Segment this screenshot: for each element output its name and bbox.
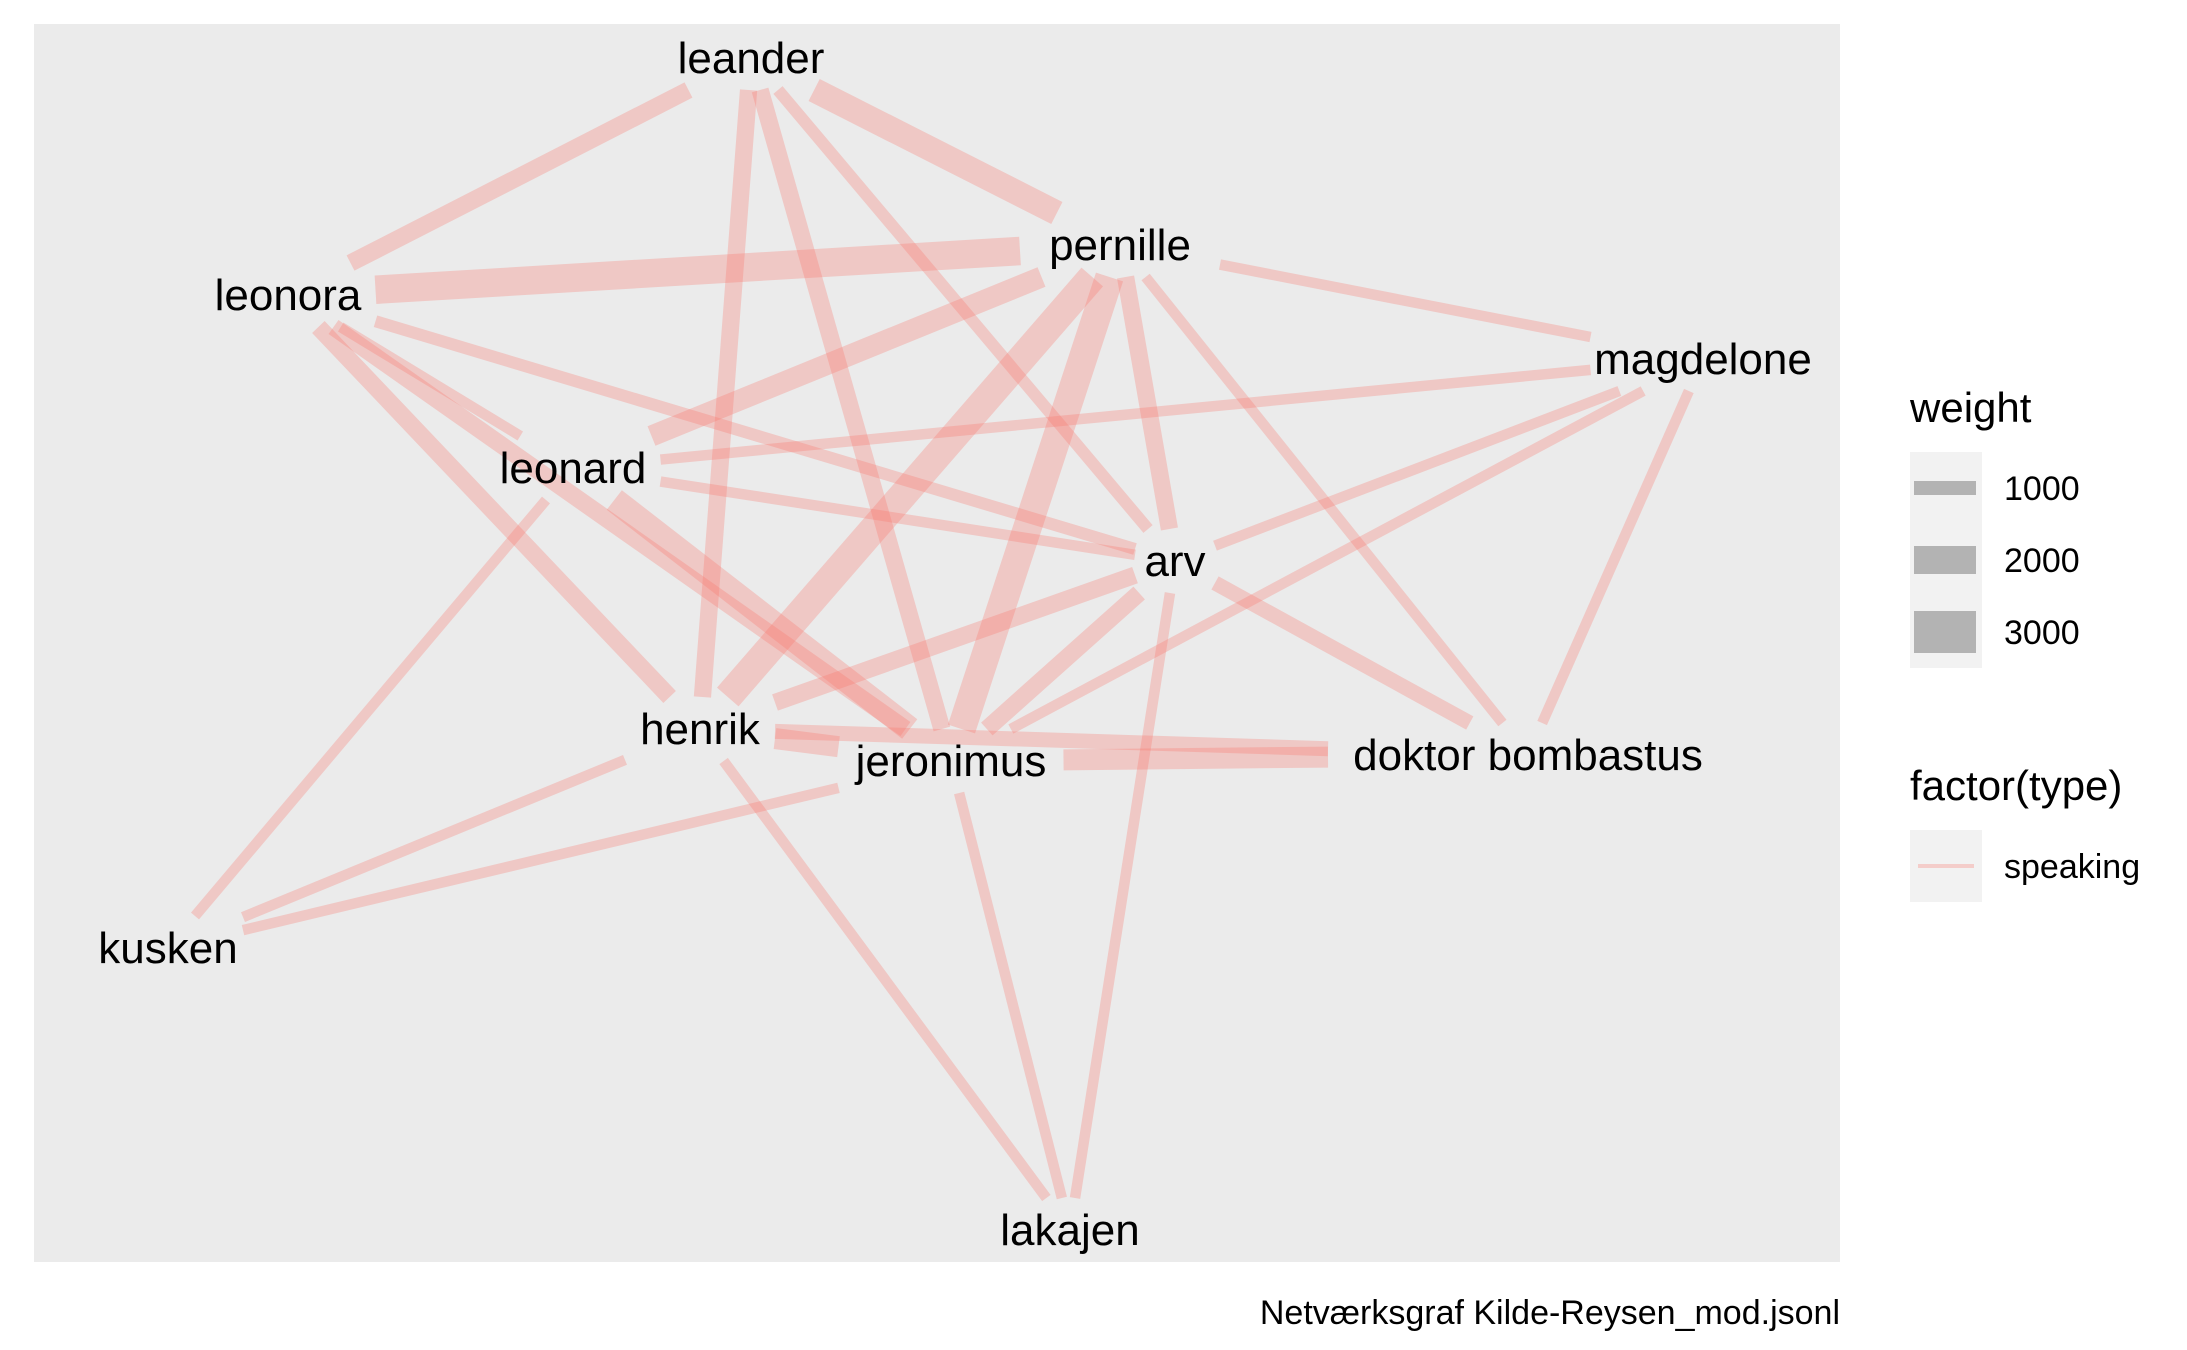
edge-leander-leonora — [346, 82, 693, 271]
edge-jeronimus-lakajen — [954, 791, 1067, 1200]
edge-jeronimus-magdelone — [1008, 386, 1646, 734]
node-label-pernille: pernille — [1049, 221, 1191, 270]
legend-weight-keys: 1000 2000 3000 — [1914, 470, 2080, 653]
edge-leonora-leonard — [337, 322, 524, 441]
edge-leander-arv — [773, 86, 1153, 533]
edge-pernille-magdelone — [1218, 259, 1592, 343]
edge-pernille-doktor-bombastus — [1141, 273, 1507, 727]
node-label-doktor-bombastus: doktor bombastus — [1353, 731, 1703, 780]
legend-type-key-bg — [1910, 830, 1982, 902]
edge-henrik-kusken — [241, 755, 627, 922]
edge-leonora-pernille — [374, 236, 1021, 304]
edge-henrik-doktor-bombastus — [774, 723, 1329, 757]
edge-leonard-jeronimus — [606, 490, 918, 739]
edge-henrik-pernille — [717, 267, 1103, 707]
edge-jeronimus-arv — [981, 586, 1145, 736]
legend-type-title: factor(type) — [1910, 762, 2122, 809]
legend-weight-label-2000: 2000 — [2004, 542, 2080, 580]
legend-weight-key-2000 — [1914, 546, 1976, 574]
edge-jeronimus-kusken — [241, 782, 840, 936]
node-label-kusken: kusken — [98, 924, 237, 973]
edge-leonora-henrik — [312, 321, 676, 703]
edge-leonard-magdelone — [659, 364, 1592, 465]
node-label-leander: leander — [678, 34, 825, 83]
edge-henrik-lakajen — [719, 757, 1051, 1202]
edge-leonard-kusken — [190, 496, 551, 920]
plot-panel — [34, 24, 1840, 1262]
node-label-leonard: leonard — [500, 444, 647, 493]
legend-weight: weight 1000 2000 3000 — [1909, 384, 2080, 668]
edge-jeronimus-pernille — [947, 272, 1124, 734]
node-label-lakajen: lakajen — [1000, 1206, 1139, 1255]
legend-weight-label-1000: 1000 — [2004, 470, 2080, 508]
node-labels-layer: leander pernille leonora magdelone leonard ar… — [98, 34, 1812, 1255]
node-label-magdelone: magdelone — [1594, 335, 1812, 384]
edge-arv-magdelone — [1213, 386, 1622, 551]
edge-leonora-arv — [373, 315, 1137, 555]
legend-type-speaking: speaking — [2004, 848, 2140, 886]
caption: Netværksgraf Kilde-Reysen_mod.jsonl — [1260, 1294, 1840, 1332]
edge-leonard-pernille — [647, 267, 1046, 446]
edge-arv-doktor-bombastus — [1211, 576, 1474, 730]
edge-arv-lakajen — [1069, 592, 1176, 1199]
edge-leonard-arv — [659, 476, 1136, 561]
edge-magdelone-doktor-bombastus — [1537, 388, 1694, 726]
legend-weight-label-3000: 3000 — [2004, 614, 2080, 652]
legend-weight-title: weight — [1909, 384, 2032, 431]
edge-henrik-jeronimus — [773, 728, 840, 758]
node-label-arv: arv — [1144, 537, 1205, 586]
legend-weight-key-1000 — [1914, 481, 1976, 495]
legend-weight-key-3000 — [1914, 611, 1976, 653]
edges-layer — [190, 78, 1694, 1202]
edge-pernille-arv — [1117, 275, 1178, 531]
edge-leander-pernille — [808, 78, 1063, 225]
node-label-henrik: henrik — [640, 705, 761, 754]
legend-type: factor(type) speaking — [1910, 762, 2140, 902]
edge-leander-henrik — [693, 89, 758, 698]
edge-leander-jeronimus — [751, 87, 951, 732]
edge-henrik-arv — [772, 567, 1138, 711]
node-label-jeronimus: jeronimus — [854, 737, 1047, 786]
node-label-leonora: leonora — [215, 271, 362, 320]
edge-jeronimus-doktor-bombastus — [1063, 746, 1329, 771]
edge-leonora-jeronimus — [328, 319, 911, 737]
